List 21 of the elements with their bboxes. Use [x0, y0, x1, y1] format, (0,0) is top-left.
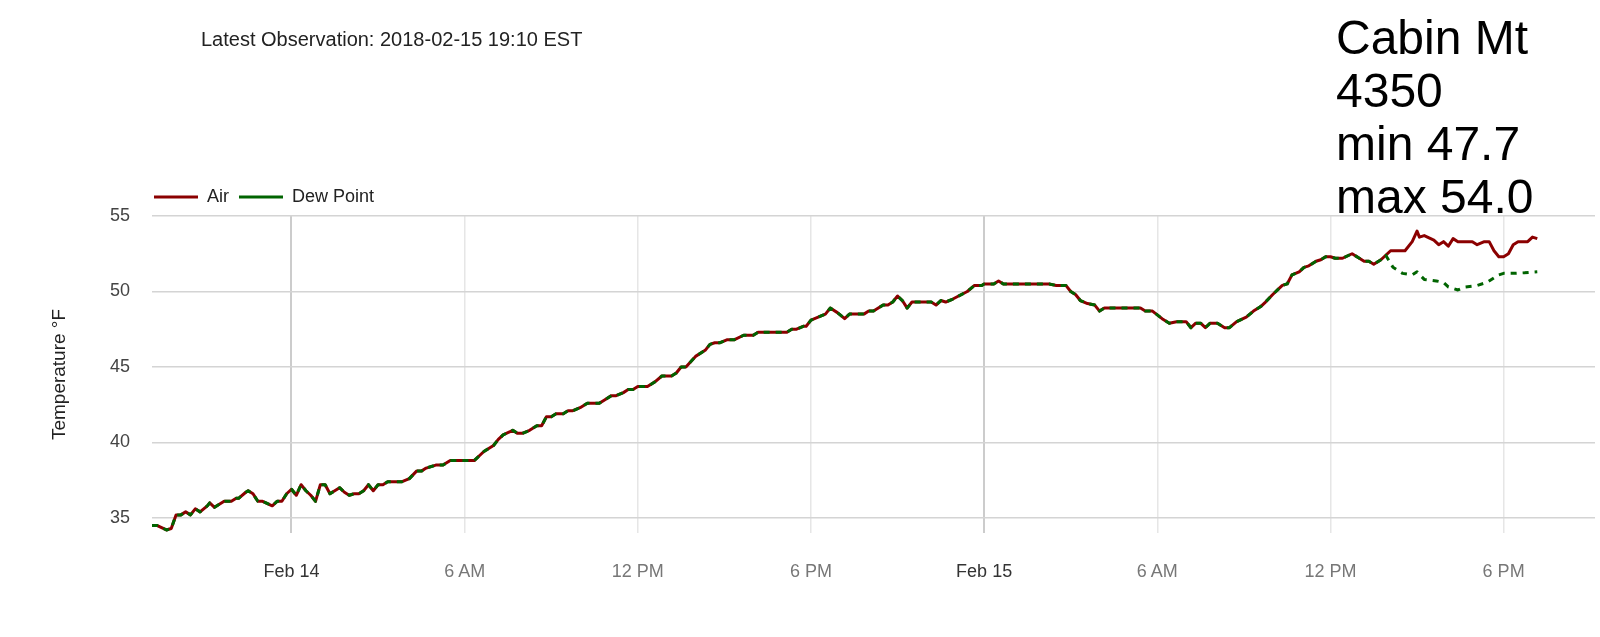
x-tick-label: Feb 14	[263, 560, 320, 581]
x-tick-label: Feb 15	[956, 560, 1013, 581]
text: min 47.7	[1336, 117, 1521, 170]
annotation: max 54.0	[1336, 170, 1534, 223]
chart-title: Cabin Mt	[1336, 11, 1529, 64]
legend-label: Dew Point	[292, 185, 375, 206]
legend-label: Air	[207, 185, 229, 206]
y-tick-label: 50	[109, 280, 130, 301]
y-tick-label: 35	[109, 506, 130, 527]
y-tick-label: 45	[109, 355, 130, 376]
x-tick-label: 12 PM	[611, 560, 664, 581]
chart-subtitle: 4350	[1336, 64, 1443, 117]
text: Latest Observation: 2018-02-15 19:10 EST	[201, 28, 583, 51]
y-axis-title: Temperature °F	[47, 308, 69, 441]
y-tick-label: 55	[109, 204, 130, 225]
x-tick-label: 6 AM	[444, 560, 486, 581]
y-tick-label: 40	[109, 431, 130, 452]
x-tick-label: 12 PM	[1304, 560, 1357, 581]
x-tick-label: 6 PM	[789, 560, 832, 581]
x-tick-label: 6 AM	[1136, 560, 1178, 581]
x-tick-label: 6 PM	[1482, 560, 1525, 581]
